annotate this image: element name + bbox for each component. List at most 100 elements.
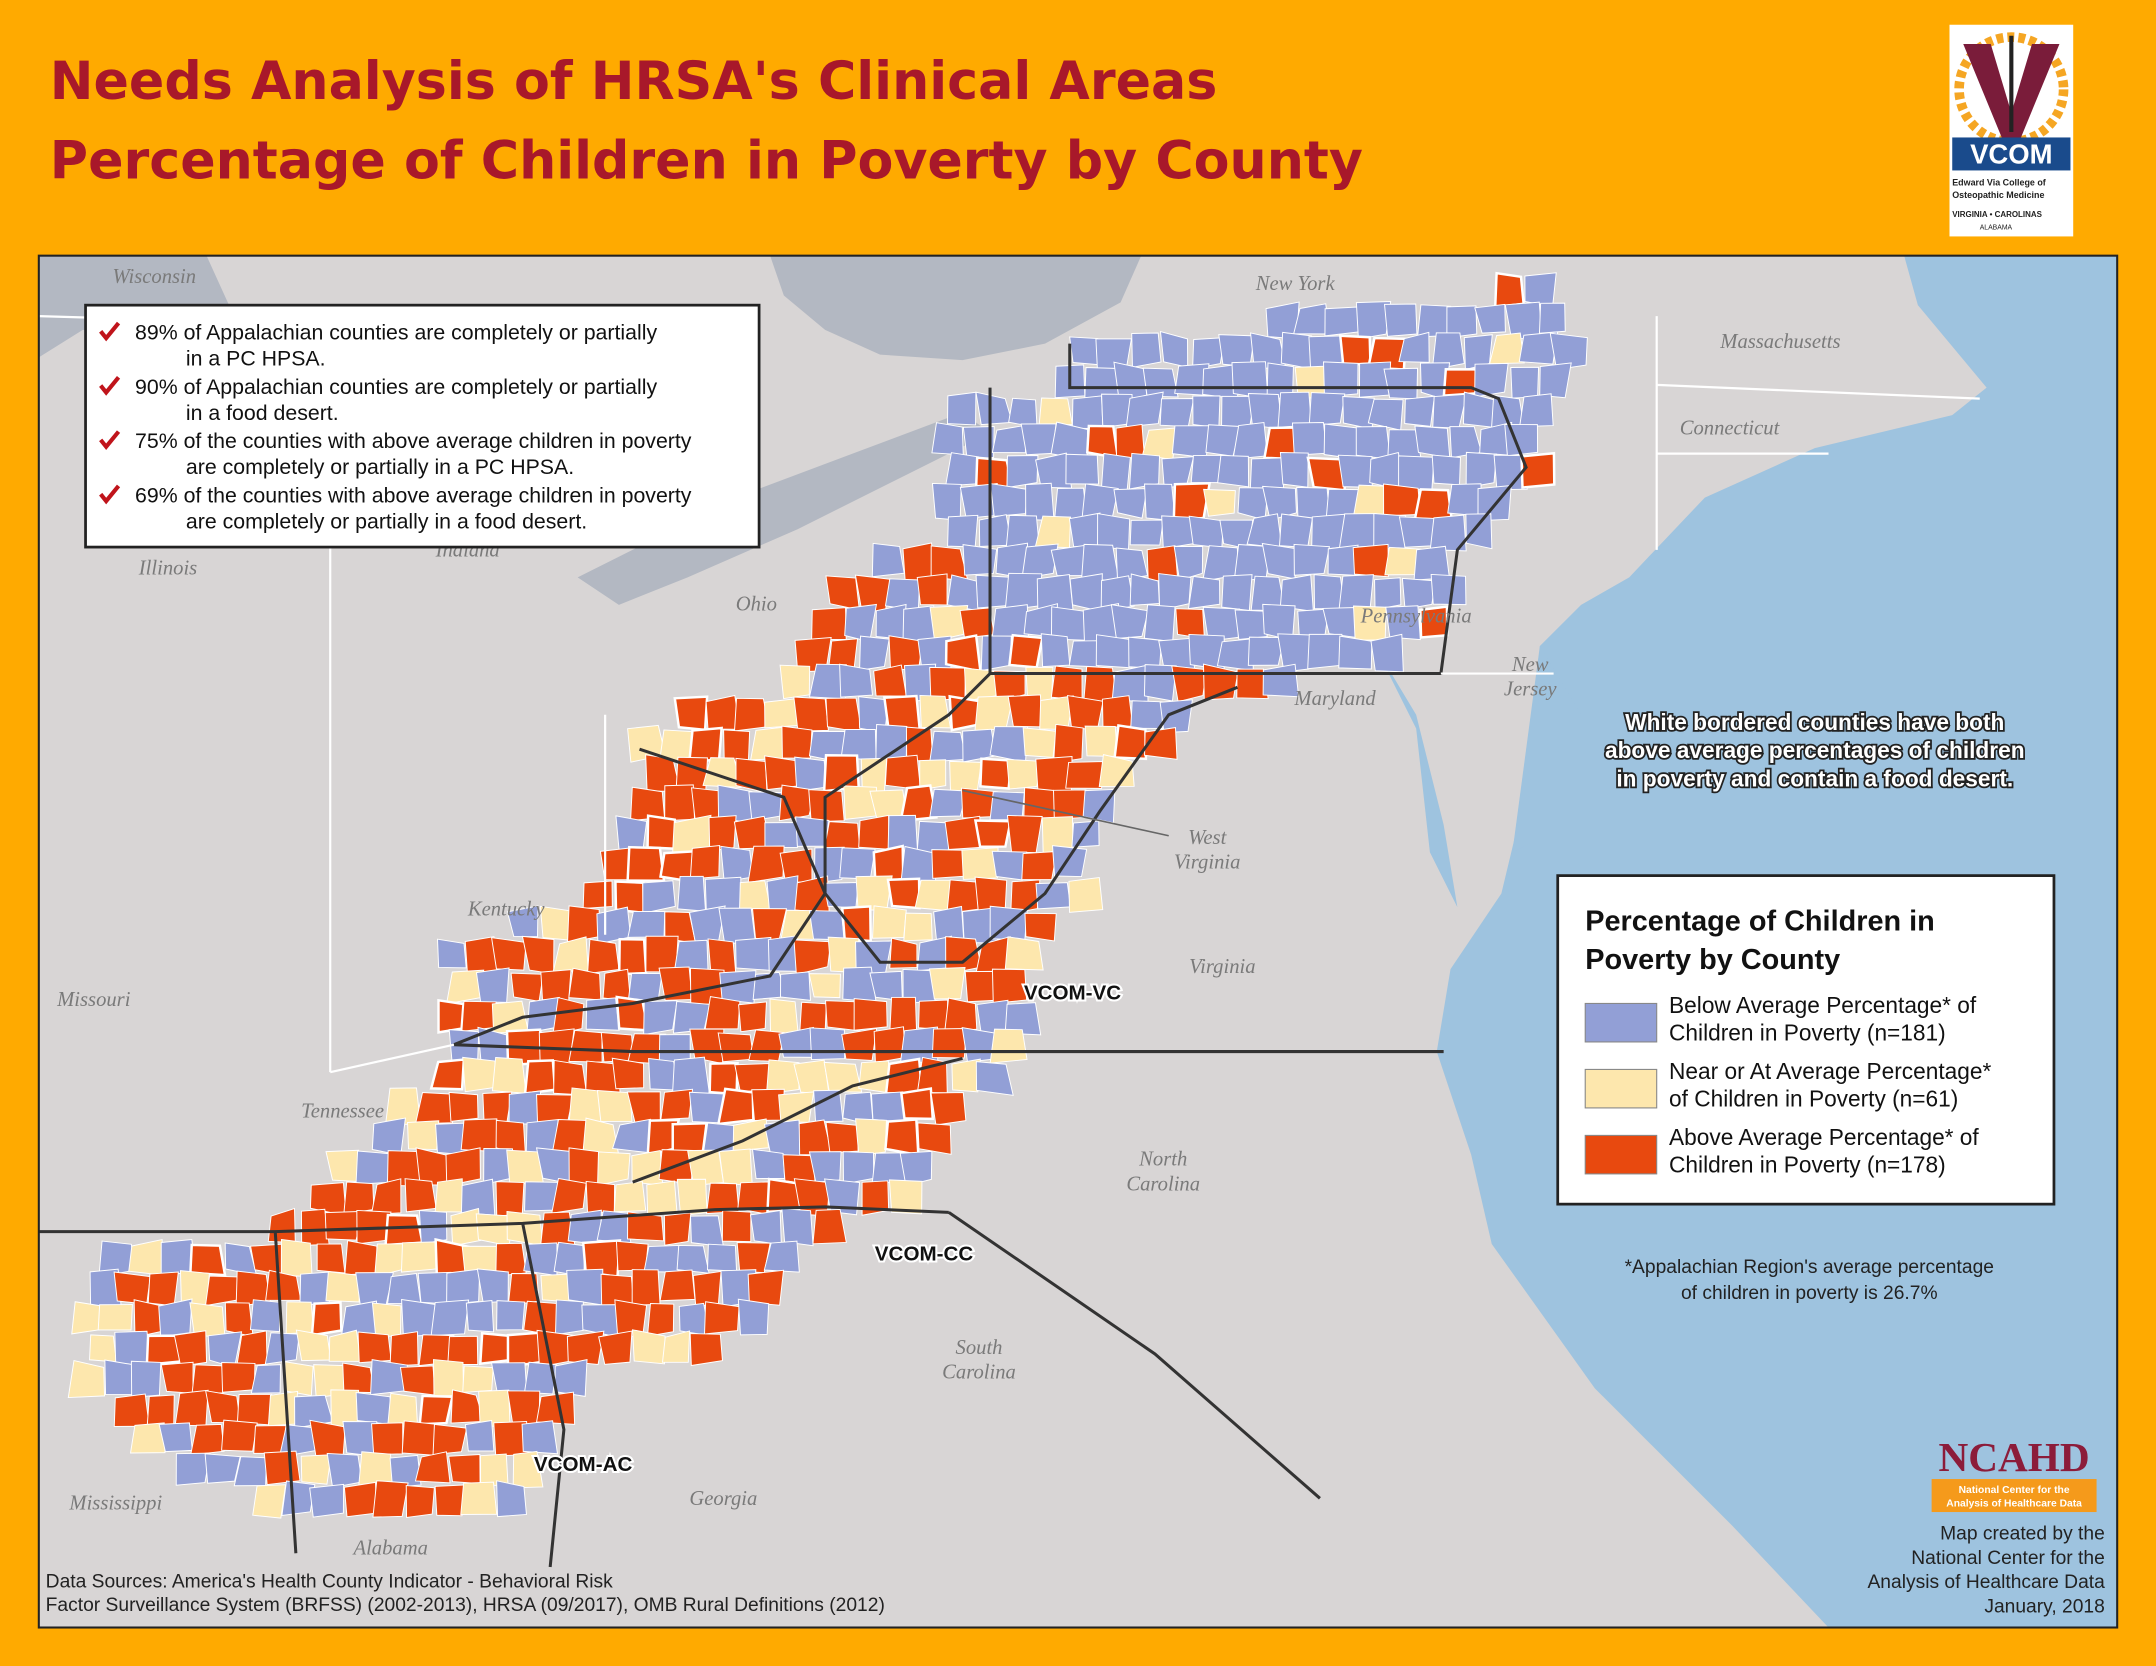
county [1085, 424, 1120, 460]
county [872, 905, 907, 939]
county [267, 1390, 299, 1427]
county [566, 1330, 605, 1366]
state-label: New York [1255, 273, 1336, 295]
county [407, 1120, 440, 1151]
county [839, 663, 874, 698]
county [1417, 304, 1452, 338]
county [735, 936, 772, 971]
county [631, 1269, 661, 1306]
county [1004, 572, 1043, 611]
credit-text: Map created by the [1940, 1524, 2105, 1545]
county [1324, 306, 1361, 337]
county [1383, 303, 1418, 337]
county [661, 1330, 691, 1363]
county [1234, 609, 1268, 640]
county [310, 1301, 343, 1337]
county [989, 483, 1028, 517]
county [371, 1117, 406, 1156]
county [870, 1091, 907, 1123]
county [1004, 1002, 1042, 1036]
county [671, 1121, 708, 1156]
county [751, 1148, 786, 1180]
county [1510, 366, 1540, 399]
county [204, 1453, 241, 1484]
county [914, 879, 953, 912]
ncahd-sub: National Center for the [1959, 1485, 2070, 1496]
county [1172, 482, 1212, 522]
legend-swatch [1584, 1002, 1658, 1043]
county [236, 1393, 273, 1426]
county [1430, 573, 1467, 606]
county [692, 1270, 722, 1307]
county [89, 1334, 118, 1363]
county [766, 1059, 800, 1095]
county [928, 966, 966, 1000]
county [1024, 912, 1057, 942]
county [370, 1178, 402, 1215]
county [1007, 694, 1043, 728]
county [1404, 395, 1436, 427]
county [1474, 303, 1506, 334]
county [158, 1422, 193, 1453]
county [769, 998, 799, 1035]
county [1538, 302, 1566, 334]
county [434, 1178, 464, 1213]
county [175, 1452, 211, 1486]
county [597, 1151, 631, 1186]
county [980, 635, 1012, 672]
county [280, 1238, 313, 1278]
county [67, 1359, 106, 1399]
county [1413, 488, 1454, 522]
county [1355, 300, 1392, 340]
county [992, 670, 1026, 703]
county [627, 910, 666, 938]
county [414, 1451, 451, 1484]
county [1293, 543, 1330, 576]
county [1447, 483, 1483, 517]
county [825, 1121, 859, 1154]
annotation-text: in poverty and contain a food desert. [1616, 765, 2013, 791]
county [1053, 723, 1084, 764]
county [536, 1094, 574, 1123]
county [842, 966, 877, 1003]
county [387, 1273, 422, 1305]
county [664, 784, 696, 822]
county [249, 1299, 280, 1333]
county [733, 697, 770, 732]
county [855, 1118, 887, 1157]
county [1431, 454, 1461, 486]
county [1323, 423, 1360, 460]
county [1385, 605, 1421, 641]
county [1279, 451, 1309, 488]
county [1431, 332, 1465, 371]
source-text: Factor Surveillance System (BRFSS) (2002… [46, 1595, 885, 1616]
county [1004, 936, 1044, 971]
county [448, 1454, 481, 1485]
county [884, 754, 922, 791]
county [673, 695, 709, 732]
county [900, 845, 937, 883]
county [663, 1212, 692, 1246]
county [1308, 392, 1346, 427]
county [1144, 483, 1176, 522]
county [899, 784, 938, 823]
county [250, 1364, 282, 1394]
county [433, 1359, 465, 1397]
county [793, 696, 829, 732]
county [1446, 305, 1478, 339]
county [389, 1454, 422, 1488]
county [129, 1422, 166, 1454]
county [929, 788, 968, 818]
county [430, 1299, 470, 1337]
county [721, 1210, 752, 1243]
county [947, 514, 979, 548]
county [1130, 700, 1163, 730]
county [567, 905, 601, 944]
county [448, 1091, 479, 1122]
vcom-logo: VCOM Edward Via College of Osteopathic M… [1949, 24, 2074, 237]
county [104, 1359, 136, 1396]
county [626, 845, 666, 882]
county [750, 726, 788, 761]
legend-text: Above Average Percentage* of [1669, 1124, 1979, 1150]
